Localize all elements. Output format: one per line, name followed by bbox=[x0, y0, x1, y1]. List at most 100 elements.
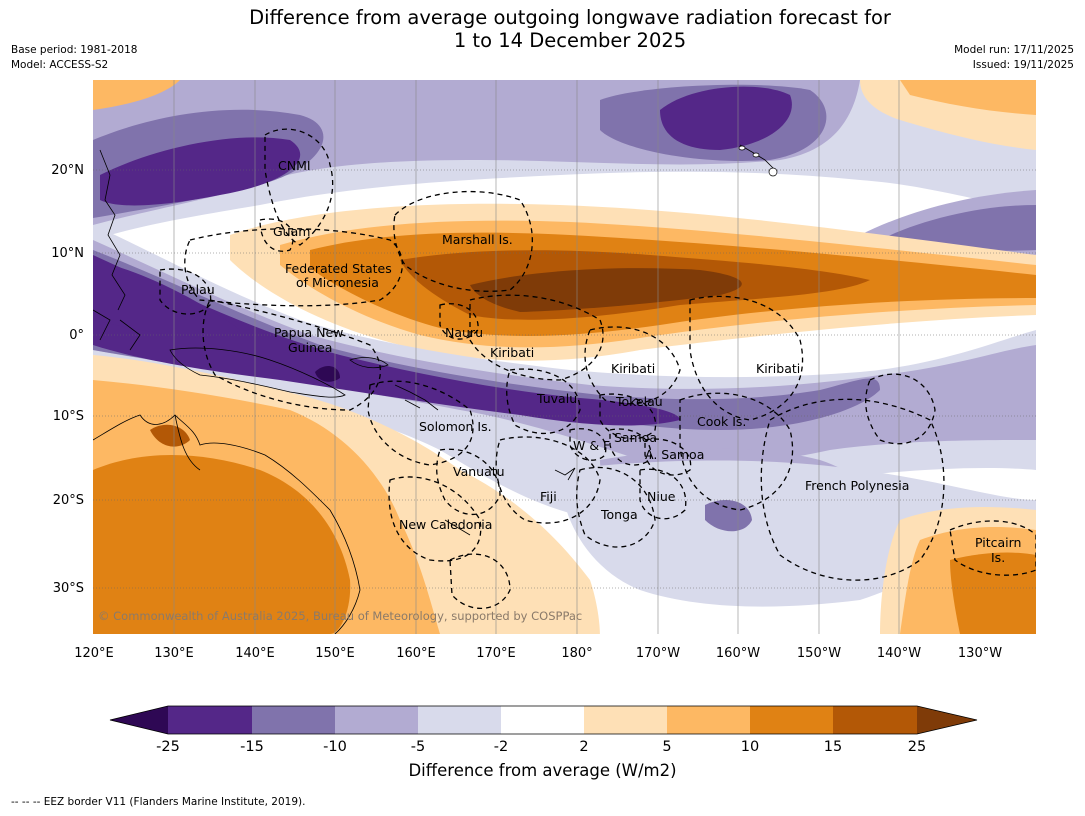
latitude-labels: 20°N 10°N 0° 10°S 20°S 30°S bbox=[51, 163, 84, 596]
olr-anomaly-field bbox=[93, 80, 1036, 634]
colorbar-tick-2: -15 bbox=[240, 739, 264, 755]
eez-kermadec bbox=[449, 553, 511, 609]
colorbar-title: Difference from average (W/m2) bbox=[408, 761, 677, 780]
eez-fiji bbox=[495, 436, 601, 524]
pitcairn-positive-strong bbox=[950, 552, 1036, 634]
ne-positive-medium bbox=[900, 80, 1036, 115]
label-tonga: Tonga bbox=[600, 507, 638, 522]
label-tuvalu: Tuvalu bbox=[536, 391, 577, 406]
label-kiribati-central: Kiribati bbox=[611, 361, 655, 376]
eez-guam bbox=[259, 218, 294, 252]
label-guam: Guam bbox=[273, 224, 310, 239]
colorbar-swatch-1 bbox=[168, 706, 252, 734]
label-niue: Niue bbox=[647, 489, 676, 504]
fiji-coast bbox=[554, 467, 576, 481]
colorbar-tick-7: 5 bbox=[662, 739, 671, 755]
label-nauru: Nauru bbox=[445, 325, 483, 340]
colorbar-tick-5: -2 bbox=[494, 739, 508, 755]
new-britain-coast bbox=[349, 357, 389, 369]
lat-label-10s: 10°S bbox=[53, 409, 84, 424]
colorbar-swatch-8 bbox=[750, 706, 833, 734]
eez-american-samoa bbox=[644, 438, 692, 476]
colorbar-tick-6: 2 bbox=[579, 739, 588, 755]
colorbar-swatch-6 bbox=[584, 706, 667, 734]
lon-label-170e: 170°E bbox=[476, 646, 516, 661]
eez-solomon bbox=[367, 380, 474, 466]
nw-positive-patch bbox=[93, 80, 180, 110]
lat-label-0: 0° bbox=[69, 328, 84, 343]
issued-date: Issued: 19/11/2025 bbox=[972, 59, 1074, 71]
label-american-samoa: A. Samoa bbox=[645, 447, 704, 462]
label-cnmi: CNMI bbox=[278, 158, 311, 173]
colorbar-tick-9: 15 bbox=[824, 739, 842, 755]
colorbar-swatch-9 bbox=[833, 706, 917, 734]
title-line-2: 1 to 14 December 2025 bbox=[453, 29, 687, 52]
colorbar-swatch-5 bbox=[501, 706, 584, 734]
colorbar-tick-1: -25 bbox=[156, 739, 180, 755]
eez-cnmi bbox=[264, 128, 334, 246]
australia-coast bbox=[93, 414, 361, 634]
itcz-positive-core bbox=[470, 268, 742, 312]
lon-label-140e: 140°E bbox=[235, 646, 275, 661]
colorbar-tick-8: 10 bbox=[741, 739, 759, 755]
ne-negative-band-core bbox=[880, 205, 1036, 251]
lon-label-160e: 160°E bbox=[396, 646, 436, 661]
longitude-labels: 120°E 130°E 140°E 150°E 160°E 170°E 180°… bbox=[74, 646, 1002, 661]
eez-marshall bbox=[393, 191, 533, 292]
lon-label-130e: 130°E bbox=[154, 646, 194, 661]
eez-png bbox=[202, 299, 381, 411]
island-oahu bbox=[738, 145, 746, 151]
label-cook: Cook Is. bbox=[697, 414, 746, 429]
png-core bbox=[315, 366, 340, 382]
label-kiribati-east: Kiribati bbox=[756, 361, 800, 376]
colorbar-max-extension bbox=[917, 706, 977, 734]
eez-nauru bbox=[439, 303, 479, 340]
cape-york-coast bbox=[174, 414, 201, 471]
colorbar-tick-4: -5 bbox=[411, 739, 425, 755]
eez-pitcairn bbox=[949, 520, 1036, 576]
title-line-1: Difference from average outgoing longwav… bbox=[249, 6, 891, 29]
cape-york-strong bbox=[150, 424, 190, 447]
south-negative-patch bbox=[705, 500, 752, 532]
label-png-line-1: Papua New bbox=[274, 325, 343, 340]
lon-label-170w: 170°W bbox=[636, 646, 680, 661]
meridians bbox=[173, 80, 900, 634]
colorbar-swatch-4 bbox=[418, 706, 501, 734]
colorbar: -25 -15 -10 -5 -2 2 5 10 15 25 bbox=[109, 705, 978, 755]
colorbar-tick-3: -10 bbox=[323, 739, 347, 755]
lat-label-20n: 20°N bbox=[51, 163, 84, 178]
lon-label-180: 180° bbox=[561, 646, 592, 661]
lon-label-150w: 150°W bbox=[797, 646, 841, 661]
eez-tonga bbox=[576, 466, 656, 548]
base-period: Base period: 1981-2018 bbox=[11, 44, 138, 56]
eez-tokelau bbox=[599, 393, 657, 440]
eez-tuvalu bbox=[506, 368, 581, 435]
label-png-line-2: Guinea bbox=[288, 340, 332, 355]
label-fsm-line-1: Federated States bbox=[285, 261, 392, 276]
model-run: Model run: 17/11/2025 bbox=[954, 44, 1074, 56]
label-solomon: Solomon Is. bbox=[419, 419, 492, 434]
meta-right: Model run: 17/11/2025 Issued: 19/11/2025 bbox=[954, 43, 1074, 73]
label-french-polynesia: French Polynesia bbox=[805, 478, 909, 493]
eez-new-caledonia bbox=[388, 476, 482, 562]
island-maui bbox=[752, 152, 760, 158]
label-tokelau: Tokelau bbox=[615, 394, 663, 409]
label-vanuatu: Vanuatu bbox=[453, 464, 505, 479]
eez-vanuatu bbox=[436, 448, 501, 516]
borneo-sulawesi-coast bbox=[93, 309, 141, 351]
island-big-island bbox=[768, 167, 778, 177]
eez-fsm bbox=[184, 228, 403, 307]
hawaii-islands bbox=[738, 145, 778, 177]
label-palau: Palau bbox=[181, 282, 215, 297]
label-kiribati-west: Kiribati bbox=[490, 345, 534, 360]
lat-label-30s: 30°S bbox=[53, 581, 84, 596]
philippines-coast bbox=[99, 149, 126, 311]
north-negative-core bbox=[100, 137, 301, 206]
lat-label-20s: 20°S bbox=[53, 493, 84, 508]
equatorial-negative-core-2 bbox=[93, 260, 240, 338]
solomon-islands-coast bbox=[394, 384, 439, 411]
equatorial-negative-core bbox=[93, 255, 680, 426]
label-fsm-line-2: of Micronesia bbox=[296, 275, 379, 290]
lon-label-120e: 120°E bbox=[74, 646, 114, 661]
